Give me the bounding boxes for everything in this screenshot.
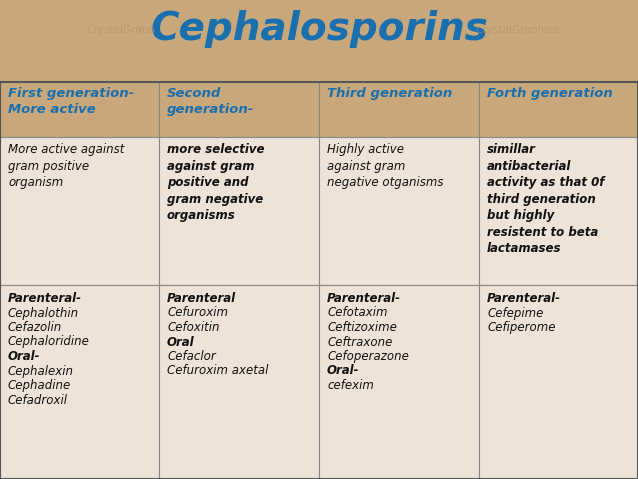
Bar — [479, 82, 638, 137]
Text: Oral-: Oral- — [327, 365, 359, 377]
Text: Cephalosporins: Cephalosporins — [150, 10, 488, 48]
Text: Cephaloridine: Cephaloridine — [8, 335, 90, 349]
Bar — [319, 137, 479, 285]
Text: Ceftraxone: Ceftraxone — [327, 335, 392, 349]
Text: Cefazolin: Cefazolin — [8, 321, 63, 334]
Text: CrystalGraphics: CrystalGraphics — [475, 25, 558, 35]
Bar — [319, 285, 479, 479]
Text: Parenteral-: Parenteral- — [8, 292, 82, 305]
Text: more selective
against gram
positive and
gram negative
organisms: more selective against gram positive and… — [167, 143, 265, 222]
Text: Oral: Oral — [167, 335, 195, 349]
Text: First generation-
More active: First generation- More active — [8, 87, 134, 116]
Bar — [0, 285, 159, 479]
Text: Cefadroxil: Cefadroxil — [8, 394, 68, 407]
Text: Highly active
against gram
negative otganisms: Highly active against gram negative otga… — [327, 143, 443, 189]
Text: Cefepime: Cefepime — [487, 307, 544, 319]
Text: Second
generation-: Second generation- — [167, 87, 255, 116]
Bar — [0, 0, 638, 82]
Text: More active against
gram positive
organism: More active against gram positive organi… — [8, 143, 124, 189]
Text: Cephadine: Cephadine — [8, 379, 71, 392]
Text: Forth generation: Forth generation — [487, 87, 612, 100]
Text: Cefotaxim: Cefotaxim — [327, 307, 387, 319]
Text: Cefuroxim: Cefuroxim — [167, 307, 228, 319]
Text: Cefoxitin: Cefoxitin — [167, 321, 219, 334]
Text: simillar
antibacterial
activity as that 0f
third generation
but highly
resistent: simillar antibacterial activity as that … — [487, 143, 604, 255]
Text: Parenteral-: Parenteral- — [327, 292, 401, 305]
Text: Cefoperazone: Cefoperazone — [327, 350, 409, 363]
Bar — [159, 82, 319, 137]
Text: Cefaclor: Cefaclor — [167, 350, 216, 363]
Bar — [0, 137, 159, 285]
Text: Parenteral-: Parenteral- — [487, 292, 561, 305]
Bar — [159, 285, 319, 479]
Text: Cefiperome: Cefiperome — [487, 321, 556, 334]
Text: Cefuroxim axetal: Cefuroxim axetal — [167, 365, 269, 377]
Text: Cephalothin: Cephalothin — [8, 307, 79, 319]
Bar — [0, 82, 638, 479]
Text: cefexim: cefexim — [327, 379, 374, 392]
Text: Ceftizoxime: Ceftizoxime — [327, 321, 397, 334]
Text: Oral-: Oral- — [8, 350, 40, 363]
Bar — [479, 137, 638, 285]
Text: Cephalexin: Cephalexin — [8, 365, 74, 377]
Bar — [319, 82, 479, 137]
Bar — [479, 285, 638, 479]
Text: Parenteral: Parenteral — [167, 292, 236, 305]
Text: CrystalGraph: CrystalGraph — [87, 25, 156, 35]
Text: Third generation: Third generation — [327, 87, 452, 100]
Bar — [0, 82, 159, 137]
Bar — [159, 137, 319, 285]
